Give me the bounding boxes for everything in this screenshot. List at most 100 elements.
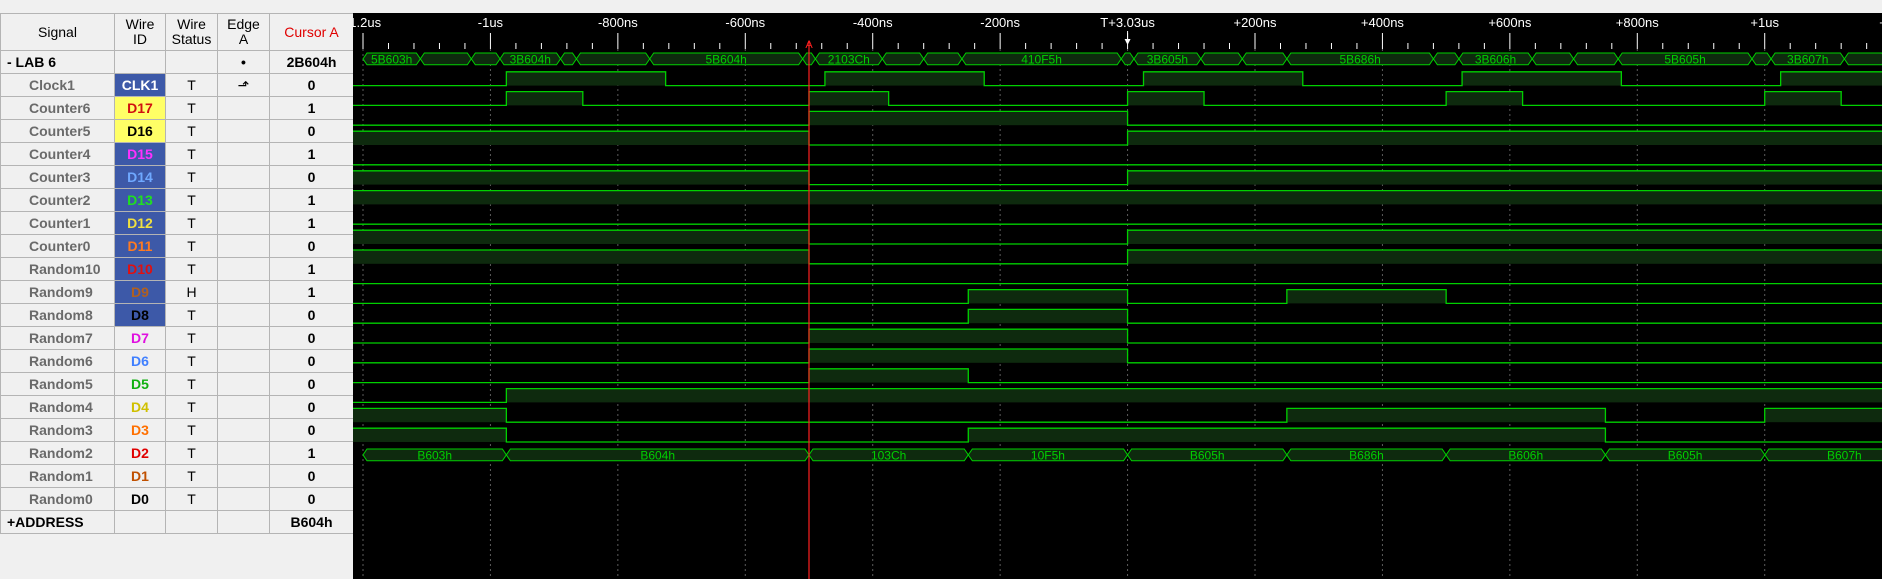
header-wire-status[interactable]: Wire Status xyxy=(165,13,218,51)
edge-trigger[interactable] xyxy=(217,510,270,534)
signal-row[interactable]: Counter0 D11 T 0 xyxy=(0,234,354,258)
signal-name[interactable]: +ADDRESS xyxy=(0,510,115,534)
edge-trigger[interactable] xyxy=(217,119,270,143)
signal-row[interactable]: Random0 D0 T 0 xyxy=(0,487,354,511)
header-wire-id[interactable]: Wire ID xyxy=(114,13,166,51)
waveform-canvas[interactable]: -1.2us -1us -800ns -600ns -400ns -200ns T+3.03… xyxy=(353,13,1882,579)
header-edge[interactable]: Edge A xyxy=(217,13,270,51)
signal-row[interactable]: Clock1 CLK1 T ⬏ 0 xyxy=(0,73,354,97)
edge-trigger[interactable] xyxy=(217,280,270,304)
signal-high-fill xyxy=(968,309,1128,324)
ruler-label: T+3.03us xyxy=(1100,15,1155,30)
cursor-value: 0 xyxy=(269,487,354,511)
signal-row[interactable]: Random2 D2 T 1 xyxy=(0,441,354,465)
wire-id: D5 xyxy=(114,372,166,396)
signal-high-fill xyxy=(1780,71,1882,86)
ruler-label: -1.2us xyxy=(353,15,382,30)
cursor-value: 1 xyxy=(269,188,354,212)
ruler-label: -200ns xyxy=(980,15,1020,30)
header-wire-id-line1: Wire xyxy=(125,16,155,32)
signal-name[interactable]: Random8 xyxy=(0,303,115,327)
signal-name[interactable]: Random0 xyxy=(0,487,115,511)
signal-row[interactable]: Counter2 D13 T 1 xyxy=(0,188,354,212)
signal-row[interactable]: Random6 D6 T 0 xyxy=(0,349,354,373)
signal-name[interactable]: Random7 xyxy=(0,326,115,350)
signal-name[interactable]: - LAB 6 xyxy=(0,50,115,74)
cursor-value: 2B604h xyxy=(269,50,354,74)
waveform-panel[interactable]: -1.2us -1us -800ns -600ns -400ns -200ns T+3.03… xyxy=(353,13,1882,579)
edge-trigger[interactable] xyxy=(217,257,270,281)
edge-trigger[interactable] xyxy=(217,211,270,235)
signal-waveform xyxy=(353,130,1882,146)
header-signal-label: Signal xyxy=(38,23,77,40)
header-cursor-a[interactable]: Cursor A xyxy=(269,13,354,51)
edge-trigger[interactable] xyxy=(217,372,270,396)
bus-value-label: B603h xyxy=(417,448,452,462)
signal-row[interactable]: Random8 D8 T 0 xyxy=(0,303,354,327)
edge-trigger[interactable] xyxy=(217,234,270,258)
signal-high-fill xyxy=(1764,408,1882,423)
signal-row[interactable]: Random10 D10 T 1 xyxy=(0,257,354,281)
signal-row[interactable]: Random9 D9 H 1 xyxy=(0,280,354,304)
signal-name[interactable]: Random2 xyxy=(0,441,115,465)
signal-name[interactable]: Counter3 xyxy=(0,165,115,189)
bus-value-label: 3B606h xyxy=(1475,52,1516,66)
signal-row[interactable]: Counter6 D17 T 1 xyxy=(0,96,354,120)
signal-row[interactable]: Counter3 D14 T 0 xyxy=(0,165,354,189)
signal-name[interactable]: Random3 xyxy=(0,418,115,442)
signal-row[interactable]: Counter4 D15 T 1 xyxy=(0,142,354,166)
edge-trigger[interactable] xyxy=(217,303,270,327)
wire-status: T xyxy=(165,257,218,281)
signal-name[interactable]: Random6 xyxy=(0,349,115,373)
signal-waveform xyxy=(353,249,1882,265)
edge-trigger[interactable] xyxy=(217,418,270,442)
signal-name[interactable]: Random9 xyxy=(0,280,115,304)
signal-name[interactable]: Counter0 xyxy=(0,234,115,258)
signal-name[interactable]: Random4 xyxy=(0,395,115,419)
edge-trigger[interactable] xyxy=(217,464,270,488)
signal-name[interactable]: Random10 xyxy=(0,257,115,281)
edge-trigger[interactable] xyxy=(217,165,270,189)
signal-high-fill xyxy=(1764,91,1842,106)
signal-high-fill xyxy=(506,71,666,86)
edge-trigger[interactable] xyxy=(217,188,270,212)
edge-trigger[interactable] xyxy=(217,326,270,350)
signal-row[interactable]: Counter5 D16 T 0 xyxy=(0,119,354,143)
signal-name[interactable]: Counter1 xyxy=(0,211,115,235)
edge-trigger[interactable]: • xyxy=(217,50,270,74)
edge-trigger[interactable]: ⬏ xyxy=(217,73,270,97)
bus-segment xyxy=(1843,52,1882,66)
signal-high-fill xyxy=(1446,91,1523,106)
edge-trigger[interactable] xyxy=(217,487,270,511)
signal-row[interactable]: Random1 D1 T 0 xyxy=(0,464,354,488)
cursor-value: 0 xyxy=(269,326,354,350)
edge-trigger[interactable] xyxy=(217,441,270,465)
signal-high-fill xyxy=(824,71,985,86)
signal-row[interactable]: Random4 D4 T 0 xyxy=(0,395,354,419)
signal-waveform xyxy=(353,407,1882,423)
edge-trigger[interactable] xyxy=(217,395,270,419)
signal-name[interactable]: Random5 xyxy=(0,372,115,396)
bus-segment xyxy=(1120,52,1135,66)
bus-value-label: B605h xyxy=(1190,448,1225,462)
header-edge-line1: Edge xyxy=(227,16,260,32)
signal-row[interactable]: Random7 D7 T 0 xyxy=(0,326,354,350)
signal-high-fill xyxy=(1143,71,1303,86)
signal-name[interactable]: Counter2 xyxy=(0,188,115,212)
signal-row[interactable]: Random3 D3 T 0 xyxy=(0,418,354,442)
edge-trigger[interactable] xyxy=(217,349,270,373)
group-row[interactable]: - LAB 6 • 2B604h xyxy=(0,50,354,74)
bus-segment xyxy=(470,52,501,66)
signal-name[interactable]: Counter6 xyxy=(0,96,115,120)
edge-trigger[interactable] xyxy=(217,96,270,120)
group-row[interactable]: +ADDRESS B604h xyxy=(0,510,354,534)
header-signal[interactable]: Signal xyxy=(0,13,115,51)
signal-name[interactable]: Counter4 xyxy=(0,142,115,166)
signal-name[interactable]: Clock1 xyxy=(0,73,115,97)
signal-name[interactable]: Counter5 xyxy=(0,119,115,143)
signal-row[interactable]: Random5 D5 T 0 xyxy=(0,372,354,396)
signal-name[interactable]: Random1 xyxy=(0,464,115,488)
edge-trigger[interactable] xyxy=(217,142,270,166)
bus-value-label: 103Ch xyxy=(871,448,906,462)
signal-row[interactable]: Counter1 D12 T 1 xyxy=(0,211,354,235)
